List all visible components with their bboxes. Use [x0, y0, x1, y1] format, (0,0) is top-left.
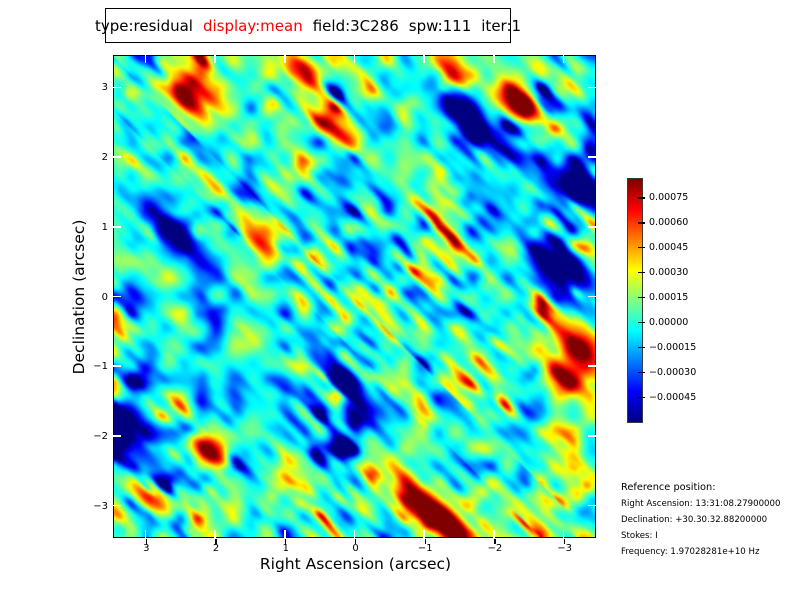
x-tick-label: 0 — [352, 543, 359, 554]
reference-stokes: Stokes: I — [621, 531, 658, 542]
x-tick-mark-bottom — [284, 530, 286, 539]
y-tick-mark-left — [112, 504, 121, 507]
x-tick-label: −2 — [487, 543, 503, 554]
y-tick-mark-left — [112, 156, 121, 158]
colorbar-tick-mark — [638, 272, 645, 274]
title-segment-spw: spw:111 — [408, 16, 472, 35]
reference-frequency: Frequency: 1.97028281e+10 Hz — [621, 547, 760, 558]
y-tick-mark-right — [588, 435, 597, 437]
colorbar-tick-mark — [638, 347, 645, 349]
x-tick-mark-top — [353, 54, 356, 63]
colorbar-tick-label: 0.00015 — [649, 292, 689, 304]
colorbar-tick-label: 0.00060 — [649, 217, 689, 229]
plot-title-box: type:residual display:mean field:3C286 s… — [95, 8, 521, 43]
y-tick-mark-right — [588, 365, 597, 367]
x-tick-mark-outer — [354, 539, 357, 544]
colorbar-tick-label: 0.00000 — [649, 317, 689, 328]
title-segment-type: type:residual — [94, 16, 193, 35]
title-segment-display: display:mean — [202, 16, 303, 35]
residual-heatmap-canvas — [114, 56, 595, 537]
x-tick-label: 3 — [143, 543, 150, 554]
x-tick-label: 2 — [212, 543, 220, 554]
x-tick-mark-bottom — [493, 530, 495, 539]
x-tick-mark-top — [562, 54, 565, 63]
x-tick-mark-outer — [145, 539, 147, 544]
y-tick-label: 2 — [101, 152, 108, 164]
colorbar-tick-mark — [638, 247, 645, 249]
x-tick-mark-bottom — [562, 530, 565, 539]
colorbar-tick-mark — [638, 397, 645, 399]
residual-image-plot — [112, 54, 597, 539]
x-tick-mark-bottom — [214, 530, 216, 539]
colorbar — [627, 178, 643, 423]
x-tick-mark-outer — [424, 539, 426, 544]
reference-heading: Reference position: — [621, 482, 716, 493]
y-tick-label: 0 — [101, 291, 108, 303]
x-tick-mark-bottom — [423, 530, 425, 539]
x-tick-mark-outer — [285, 539, 287, 544]
y-tick-label: −3 — [93, 500, 108, 512]
x-tick-mark-top — [493, 54, 495, 63]
x-tick-mark-top — [423, 54, 425, 63]
x-tick-mark-top — [214, 54, 216, 63]
colorbar-tick-mark — [638, 372, 645, 374]
x-tick-mark-outer — [564, 539, 566, 544]
y-tick-mark-right — [588, 156, 597, 158]
y-tick-mark-right — [588, 226, 597, 228]
y-tick-mark-left — [112, 295, 121, 298]
x-axis-label: Right Ascension (arcsec) — [259, 555, 452, 573]
y-tick-mark-left — [112, 435, 121, 437]
x-tick-label: −3 — [557, 543, 572, 554]
y-tick-mark-left — [112, 365, 121, 367]
x-tick-mark-outer — [494, 539, 496, 544]
y-tick-label: −2 — [93, 430, 108, 442]
y-tick-label: 1 — [101, 221, 108, 233]
reference-position-block: Reference position: Right Ascension: 13:… — [621, 482, 791, 564]
title-segment-iter: iter:1 — [481, 16, 522, 35]
colorbar-tick-mark — [638, 297, 645, 299]
x-tick-mark-bottom — [144, 530, 147, 539]
y-tick-mark-left — [112, 226, 121, 228]
title-segment-field: field:3C286 — [312, 16, 399, 35]
x-tick-mark-bottom — [353, 530, 356, 539]
colorbar-tick-label: 0.00075 — [649, 192, 689, 204]
colorbar-tick-label: 0.00045 — [649, 242, 689, 254]
x-tick-label: −1 — [417, 543, 433, 554]
y-tick-label: −1 — [93, 361, 108, 373]
colorbar-tick-label: 0.00030 — [649, 267, 689, 279]
x-tick-label: 1 — [282, 543, 289, 554]
colorbar-tick-mark — [638, 322, 645, 324]
colorbar-gradient-canvas — [628, 179, 642, 422]
y-tick-mark-right — [588, 504, 597, 507]
colorbar-tick-mark — [638, 197, 645, 199]
x-tick-mark-outer — [215, 539, 217, 544]
reference-ra: Right Ascension: 13:31:08.27900000 — [621, 499, 781, 509]
x-tick-mark-top — [144, 54, 147, 63]
colorbar-tick-mark — [638, 222, 645, 224]
x-tick-mark-top — [284, 54, 286, 63]
reference-dec: Declination: +30.30.32.88200000 — [621, 515, 768, 526]
colorbar-tick-label: −0.00015 — [649, 341, 697, 353]
y-tick-mark-left — [112, 86, 121, 89]
y-tick-mark-right — [588, 295, 597, 298]
y-tick-label: 3 — [101, 82, 108, 94]
colorbar-tick-label: −0.00030 — [649, 366, 697, 378]
colorbar-tick-label: −0.00045 — [649, 391, 697, 403]
y-tick-mark-right — [588, 86, 597, 89]
